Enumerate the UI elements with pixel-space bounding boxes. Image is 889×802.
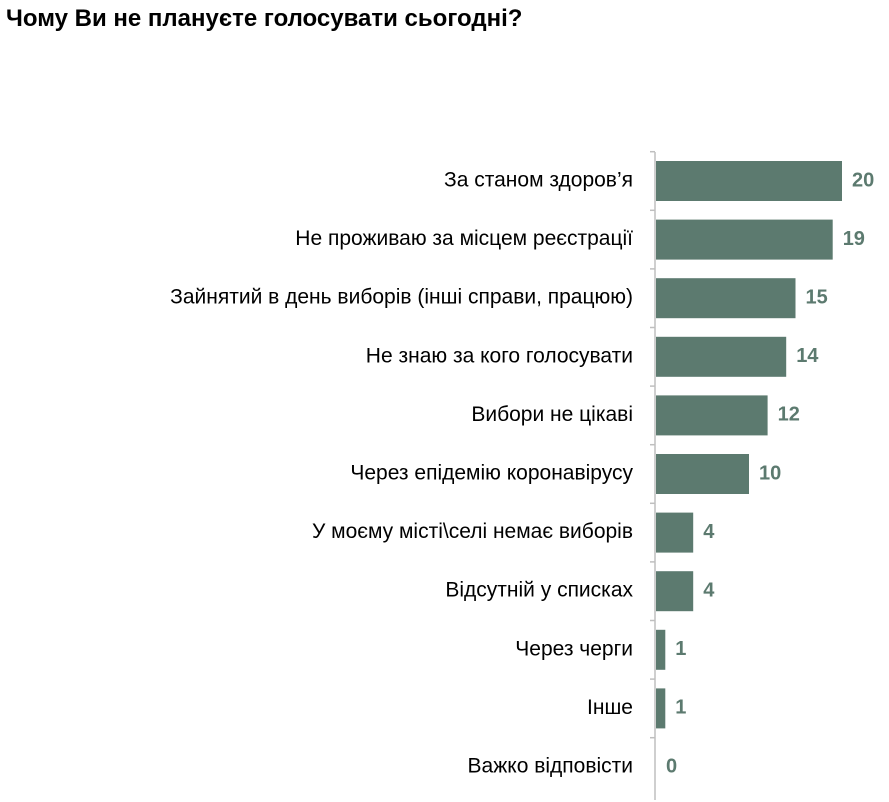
chart-title: Чому Ви не плануєте голосувати сьогодні? [6,5,523,32]
category-label: Вибори не цікаві [471,403,633,426]
data-label: 20 [852,169,874,191]
bar [656,161,842,201]
bar [656,219,833,260]
bar [656,454,749,494]
data-label: 1 [675,697,686,719]
category-label: За станом здоров’я [444,169,633,192]
data-label: 14 [796,345,819,367]
data-label: 1 [675,638,686,660]
bar [656,395,768,436]
category-label: Інше [587,696,633,719]
data-label: 4 [703,521,715,543]
data-label: 19 [843,228,865,250]
bar [656,512,694,553]
category-label: Не знаю за кого голосувати [366,344,633,367]
category-label: Через черги [515,637,633,660]
data-label: 10 [759,462,781,484]
bar [656,571,694,612]
category-label: Важко відповісти [468,755,633,778]
category-label: Не проживаю за місцем реєстрації [295,227,633,250]
data-label: 15 [806,286,828,308]
data-label: 12 [778,404,800,426]
data-label: 0 [666,755,677,777]
bar [656,629,666,670]
data-label: 4 [703,579,715,601]
category-label: Через епідемію коронавірусу [350,462,633,485]
bar [656,336,787,377]
bar [656,278,796,319]
bar [656,688,666,729]
category-label: Зайнятий в день виборів (інші справи, пр… [170,286,633,309]
category-label: Відсутній у списках [445,579,633,602]
category-label: У моєму місті\селі немає виборів [312,520,633,543]
